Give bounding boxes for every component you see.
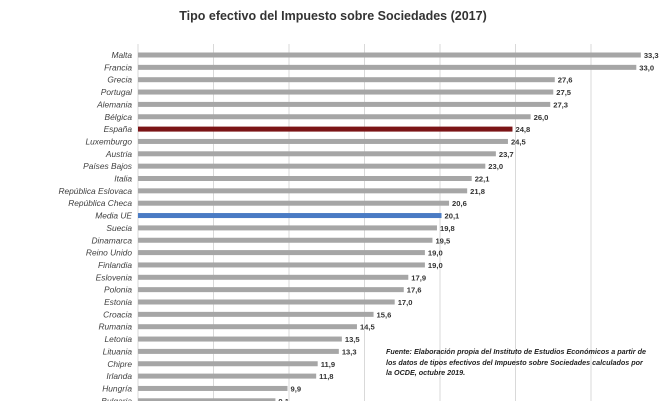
bar: [138, 114, 531, 120]
category-label: Luxemburgo: [85, 136, 132, 146]
bar: [138, 213, 442, 219]
category-label: Hungría: [102, 383, 132, 393]
category-label: Dinamarca: [92, 235, 133, 245]
value-label: 9,9: [290, 384, 301, 393]
bar: [138, 324, 357, 330]
value-label: 26,0: [534, 113, 549, 122]
category-label: Media UE: [95, 211, 132, 221]
source-note: Fuente: Elaboración propia del Instituto…: [386, 347, 646, 377]
value-label: 17,0: [398, 298, 413, 307]
bar: [138, 138, 508, 144]
category-label: España: [104, 124, 133, 134]
bar: [138, 64, 637, 70]
category-label: Rumania: [98, 322, 132, 332]
value-label: 15,6: [377, 310, 392, 319]
value-label: 11,8: [319, 372, 333, 381]
category-label: Grecia: [107, 75, 132, 85]
value-label: 13,5: [345, 335, 361, 344]
category-label: Italia: [114, 174, 132, 184]
value-label: 13,3: [342, 347, 357, 356]
category-label: Chipre: [107, 359, 132, 369]
value-labels: 33,3 33,0 27,6 27,5 27,3 26,0 24,8 24,5 23,7 23,0…: [278, 51, 658, 401]
category-label: República Checa: [68, 198, 132, 208]
category-label: Lituania: [103, 346, 133, 356]
category-label: Letonia: [105, 334, 133, 344]
value-label: 19,0: [428, 249, 443, 258]
bar: [138, 101, 551, 107]
category-label: Eslovenia: [96, 272, 133, 282]
bar: [138, 287, 404, 293]
value-label: 23,0: [488, 162, 503, 171]
category-label: Suecia: [106, 223, 132, 233]
bar: [138, 250, 425, 256]
value-label: 27,5: [556, 88, 572, 97]
value-label: 9,1: [278, 397, 289, 401]
category-label: Reino Unido: [86, 248, 132, 258]
category-label: Portugal: [101, 87, 133, 97]
bar: [138, 262, 425, 268]
bar: [138, 200, 450, 206]
category-label: Francia: [104, 62, 132, 72]
bar: [138, 176, 472, 181]
value-label: 20,6: [452, 199, 467, 208]
bars: [138, 52, 641, 401]
bar: [138, 77, 555, 83]
category-label: Irlanda: [106, 371, 132, 381]
bar: [138, 126, 513, 132]
bar: [138, 225, 437, 231]
bar: [138, 373, 317, 379]
value-label: 19,0: [428, 261, 443, 270]
value-label: 33,3: [644, 51, 659, 60]
value-label: 19,5: [435, 236, 451, 245]
value-label: 14,5: [360, 323, 376, 332]
category-label: República Eslovaca: [58, 186, 132, 196]
value-label: 33,0: [639, 63, 654, 72]
value-label: 21,8: [470, 187, 485, 196]
category-label: Bulgaria: [101, 396, 132, 401]
value-label: 27,3: [553, 100, 568, 109]
category-label: Malta: [112, 50, 133, 60]
bar: [138, 151, 496, 157]
value-label: 17,6: [407, 286, 422, 295]
value-label: 24,5: [511, 137, 527, 146]
bar: [138, 299, 395, 305]
category-label: Bélgica: [105, 112, 133, 122]
category-label: Estonia: [104, 297, 132, 307]
value-label: 11,9: [321, 360, 335, 369]
value-label: 23,7: [499, 150, 514, 159]
bar: [138, 348, 339, 354]
category-label: Alemania: [96, 99, 132, 109]
bar: [138, 188, 468, 194]
category-label: Polonia: [104, 285, 132, 295]
category-label: Países Bajos: [83, 161, 133, 171]
bar: [138, 311, 374, 317]
value-label: 27,6: [558, 76, 573, 85]
bar: [138, 361, 318, 367]
value-label: 19,8: [440, 224, 455, 233]
category-label: Finlandia: [98, 260, 132, 270]
bar: [138, 274, 409, 280]
chart-title: Tipo efectivo del Impuesto sobre Socieda…: [179, 9, 487, 23]
bar: [138, 163, 486, 169]
value-label: 24,8: [515, 125, 530, 134]
bar: [138, 385, 288, 391]
bar: [138, 89, 554, 95]
value-label: 20,1: [445, 212, 461, 221]
bar: [138, 237, 433, 243]
bar: [138, 52, 641, 58]
bar: [138, 336, 342, 342]
value-label: 22,1: [475, 175, 491, 184]
value-label: 17,9: [411, 273, 426, 282]
category-labels: Malta Francia Grecia Portugal Alemania Bélgic…: [58, 50, 133, 401]
bar: [138, 398, 276, 401]
category-label: Austria: [105, 149, 132, 159]
category-label: Croacia: [103, 309, 132, 319]
